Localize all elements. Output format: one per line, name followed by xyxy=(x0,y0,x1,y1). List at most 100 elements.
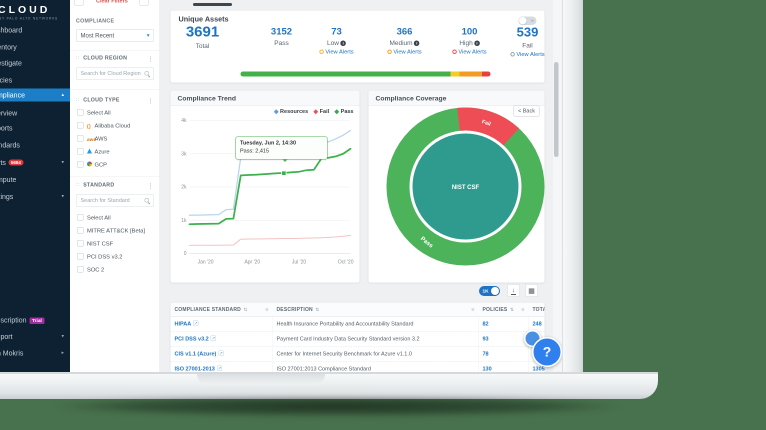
view-alerts-link[interactable]: View Alerts xyxy=(387,49,422,55)
back-button[interactable]: < Back xyxy=(513,105,540,117)
column-header-standard[interactable]: COMPLIANCE STANDARD ⇅ ≡ xyxy=(174,306,269,313)
checkbox[interactable] xyxy=(77,109,84,116)
view-alerts-link[interactable]: View Alerts xyxy=(510,52,545,58)
sidebar-item-settings[interactable]: Settings ▾ xyxy=(0,190,70,203)
cloud-type-option-azure[interactable]: Azure xyxy=(77,147,154,157)
policies-count-link[interactable]: 130 xyxy=(482,366,492,372)
checkbox[interactable] xyxy=(77,148,84,155)
filter-group-label: COMPLIANCE xyxy=(76,18,115,24)
trend-legend: Resources Fail Pass xyxy=(273,109,354,115)
scrollbar-thumb[interactable] xyxy=(554,62,559,157)
total-count-link[interactable]: 248 xyxy=(532,321,542,327)
standard-option-pci-dss[interactable]: PCI DSS v3.2 xyxy=(77,252,154,262)
policies-count-link[interactable]: 82 xyxy=(482,321,489,327)
sidebar-item-inventory[interactable]: Inventory xyxy=(0,43,17,51)
table-row[interactable]: CIS v1.1 (Azure) ↗ Center for Internet Se… xyxy=(170,347,545,362)
table-row[interactable]: PCI DSS v3.2 ↗ Payment Card Industry Data… xyxy=(170,332,545,347)
view-alerts-link[interactable]: View Alerts xyxy=(452,49,487,55)
time-range-select[interactable]: Most Recent ▾ xyxy=(76,29,154,42)
help-button[interactable]: ? xyxy=(532,337,562,367)
column-header-description[interactable]: DESCRIPTION ⇅ ≡ xyxy=(276,306,475,313)
series-marker-icon xyxy=(313,109,319,114)
standard-link[interactable]: HIPAA ↗ xyxy=(174,320,199,327)
sidebar-item-reports[interactable]: Reports xyxy=(0,124,13,132)
download-button[interactable]: ↓ xyxy=(507,284,520,297)
column-menu-icon[interactable]: ≡ xyxy=(521,306,525,313)
info-icon[interactable]: i xyxy=(340,40,346,46)
stat-pass: 3152 Pass xyxy=(270,26,293,47)
standard-option-nist-csf[interactable]: NIST CSF xyxy=(77,239,154,249)
sidebar-item-overview[interactable]: Overview xyxy=(0,109,18,117)
view-alerts-link[interactable]: View Alerts xyxy=(319,49,354,55)
columns-button[interactable]: ▦ xyxy=(525,284,538,297)
screen-bezel xyxy=(562,0,583,372)
sidebar-item-compute[interactable]: Compute xyxy=(0,175,17,184)
legend-resources[interactable]: Resources xyxy=(273,109,308,115)
sort-icon[interactable]: ⇅ xyxy=(509,306,514,312)
checkbox[interactable] xyxy=(77,227,84,234)
sort-icon[interactable]: ⇅ xyxy=(315,306,320,312)
legend-fail[interactable]: Fail xyxy=(313,109,329,115)
checkbox[interactable] xyxy=(77,161,84,168)
standard-option-select-all[interactable]: Select All xyxy=(77,213,154,223)
info-icon[interactable]: i xyxy=(414,40,420,46)
info-icon[interactable]: i xyxy=(474,40,480,46)
section-menu-icon[interactable]: ⋮ xyxy=(147,97,154,105)
row-limit-toggle[interactable]: 1K xyxy=(479,286,500,296)
sidebar-item-subscription[interactable]: SubscriptionTrial xyxy=(0,314,70,327)
standard-option-soc2[interactable]: SOC 2 xyxy=(77,265,154,275)
checkbox[interactable] xyxy=(77,214,84,221)
sidebar-item-user[interactable]: Dan Mokris ▸ xyxy=(0,347,70,360)
column-header-total[interactable]: TOTAL xyxy=(532,306,545,313)
main-content: Unique Assets % 3691 Total 3152 Pass 7 xyxy=(160,0,562,372)
sort-icon[interactable]: ⇅ xyxy=(243,306,248,312)
section-menu-icon[interactable]: ⋮ xyxy=(147,55,154,63)
sidebar-item-compliance[interactable]: Compliance ▴ xyxy=(0,88,70,102)
columns-grid-icon: ▦ xyxy=(528,286,535,295)
sidebar-item-investigate[interactable]: Investigate xyxy=(0,59,22,67)
total-count-link[interactable]: 1305 xyxy=(532,366,545,372)
legend-pass[interactable]: Pass xyxy=(334,109,354,115)
table-row[interactable]: HIPAA ↗ Health Insurance Portability and … xyxy=(170,317,545,332)
donut-center-circle[interactable] xyxy=(412,133,519,240)
column-header-policies[interactable]: POLICIES ⇅ ≡ xyxy=(482,306,525,313)
standard-option-mitre[interactable]: MITRE ATT&CK [Beta] xyxy=(77,226,154,236)
column-menu-icon[interactable]: ≡ xyxy=(471,306,475,313)
coverage-donut-chart[interactable]: NIST CSF Fail Pass xyxy=(369,91,546,284)
table-row[interactable]: ISO 27001-2013 ↗ ISO 27001:2013 Complianc… xyxy=(171,362,545,372)
standard-link[interactable]: ISO 27001-2013 ↗ xyxy=(174,365,223,372)
standard-search-input[interactable]: Search for Standard xyxy=(76,194,154,207)
sidebar-item-support[interactable]: Support ▾ xyxy=(0,330,70,343)
policies-count-link[interactable]: 93 xyxy=(482,336,489,342)
sidebar-item-standards[interactable]: Standards xyxy=(0,141,20,149)
percent-toggle[interactable]: % xyxy=(518,16,537,25)
cloud-type-option-gcp[interactable]: GCP xyxy=(77,160,154,170)
sidebar-item-policies[interactable]: Policies xyxy=(0,76,13,84)
svg-text:4k: 4k xyxy=(181,118,187,124)
cloud-region-search-input[interactable]: Search for Cloud Region xyxy=(76,67,154,80)
external-link-icon: ↗ xyxy=(210,335,217,341)
back-filter-button[interactable] xyxy=(74,0,84,6)
policies-count-link[interactable]: 78 xyxy=(482,351,489,357)
checkbox[interactable] xyxy=(77,253,84,260)
checkbox[interactable] xyxy=(77,135,84,142)
cloud-type-option-select-all[interactable]: Select All xyxy=(77,108,154,118)
standard-link[interactable]: PCI DSS v3.2 ↗ xyxy=(174,335,217,342)
column-menu-icon[interactable]: ≡ xyxy=(265,306,269,313)
standard-link[interactable]: CIS v1.1 (Azure) ↗ xyxy=(174,350,224,357)
checkbox[interactable] xyxy=(77,266,84,273)
save-filter-button[interactable] xyxy=(139,0,149,6)
checkbox[interactable] xyxy=(77,240,84,247)
sidebar-item-alerts[interactable]: Alerts5684 ▾ xyxy=(0,156,70,169)
sidebar-item-dashboard[interactable]: Dashboard xyxy=(0,26,23,34)
checkbox[interactable] xyxy=(77,122,84,129)
scrollbar-track[interactable] xyxy=(552,0,562,372)
azure-icon xyxy=(87,148,92,154)
cloud-type-option-aws[interactable]: awsAWS xyxy=(77,134,154,144)
clear-filters-link[interactable]: Clear Filters xyxy=(96,0,128,4)
trial-badge: Trial xyxy=(29,317,45,324)
svg-text:Apr '20: Apr '20 xyxy=(244,260,260,266)
section-menu-icon[interactable]: ⋮ xyxy=(147,182,154,190)
cloud-type-option-alibaba[interactable]: ( ) Alibaba Cloud xyxy=(77,121,154,131)
donut-fail-slice[interactable] xyxy=(386,107,545,266)
